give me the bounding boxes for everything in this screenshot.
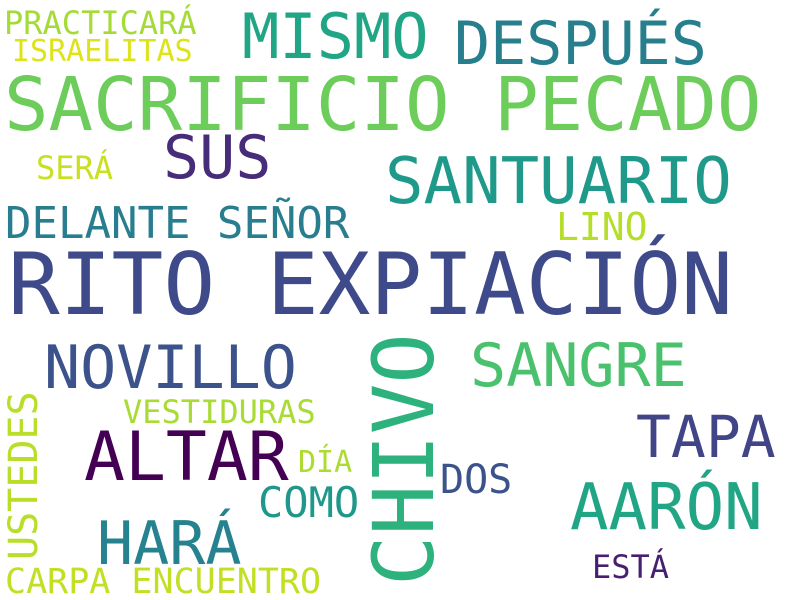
word-sus: SUS bbox=[163, 123, 272, 193]
word-sera: SERÁ bbox=[36, 149, 114, 187]
word-tapa: TAPA bbox=[636, 403, 776, 471]
word-rito-expiacion: RITO EXPIACIÓN bbox=[8, 235, 733, 335]
word-mismo: MISMO bbox=[242, 0, 429, 73]
word-delante-senor: DELANTE SEÑOR bbox=[5, 198, 350, 249]
word-hara: HARÁ bbox=[97, 509, 242, 579]
word-ustedes: USTEDES bbox=[1, 391, 47, 560]
word-sacrificio-pecado: SACRIFICIO PECADO bbox=[4, 62, 762, 148]
word-vestiduras: VESTIDURAS bbox=[123, 393, 316, 431]
word-israelitas: ISRAELITAS bbox=[12, 34, 193, 69]
word-sangre: SANGRE bbox=[470, 331, 687, 401]
word-chivo: CHIVO bbox=[355, 333, 453, 586]
word-lino: LINO bbox=[556, 205, 648, 249]
word-altar: ALTAR bbox=[84, 418, 289, 497]
word-dia: DÍA bbox=[298, 445, 353, 480]
word-como: COMO bbox=[258, 478, 360, 527]
word-practicara: PRACTICARÁ bbox=[4, 4, 197, 42]
word-esta: ESTÁ bbox=[592, 548, 670, 586]
word-dos: DOS bbox=[440, 457, 513, 503]
word-aaron: AARÓN bbox=[570, 471, 763, 545]
word-novillo: NOVILLO bbox=[44, 333, 297, 403]
word-carpa-encuentro: CARPA ENCUENTRO bbox=[5, 562, 322, 600]
word-santuario: SANTUARIO bbox=[385, 145, 732, 219]
word-despues: DESPUÉS bbox=[454, 9, 707, 79]
